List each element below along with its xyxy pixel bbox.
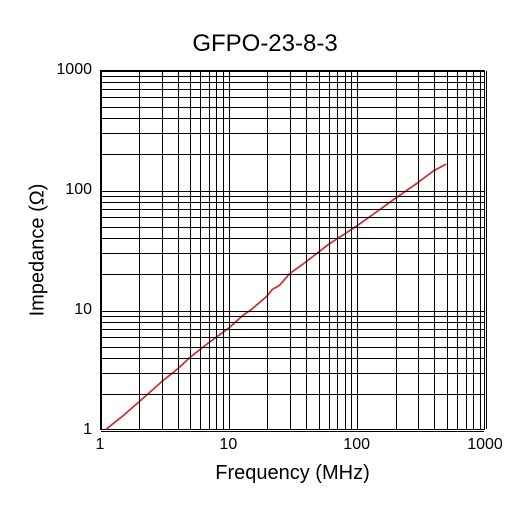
gridline-vertical (306, 71, 307, 429)
gridline-vertical (139, 71, 140, 429)
plot-svg (101, 71, 484, 429)
x-axis-label: Frequency (MHz) (100, 462, 485, 485)
gridline-horizontal (101, 316, 484, 317)
plot-area (100, 70, 485, 430)
gridline-horizontal (101, 227, 484, 228)
gridline-horizontal (101, 154, 484, 155)
gridline-horizontal (101, 347, 484, 348)
gridline-vertical (229, 71, 230, 429)
gridline-vertical (473, 71, 474, 429)
gridline-horizontal (101, 209, 484, 210)
gridline-horizontal (101, 202, 484, 203)
gridline-horizontal (101, 329, 484, 330)
gridline-horizontal (101, 97, 484, 98)
gridline-horizontal (101, 394, 484, 395)
chart-title: GFPO-23-8-3 (0, 30, 530, 58)
x-tick-label: 100 (343, 436, 370, 454)
gridline-vertical (319, 71, 320, 429)
gridline-vertical (357, 71, 358, 429)
gridline-horizontal (101, 431, 484, 432)
gridline-horizontal (101, 217, 484, 218)
gridline-vertical (480, 71, 481, 429)
impedance-line (106, 164, 445, 429)
gridline-vertical (162, 71, 163, 429)
gridline-vertical (486, 71, 487, 429)
gridline-horizontal (101, 82, 484, 83)
gridline-vertical (178, 71, 179, 429)
gridline-horizontal (101, 191, 484, 192)
x-tick-label: 1 (96, 436, 105, 454)
gridline-horizontal (101, 196, 484, 197)
gridline-vertical (351, 71, 352, 429)
y-tick-label: 1 (83, 421, 92, 439)
gridline-vertical (457, 71, 458, 429)
gridline-horizontal (101, 358, 484, 359)
gridline-horizontal (101, 133, 484, 134)
gridline-horizontal (101, 253, 484, 254)
gridline-vertical (101, 71, 102, 429)
gridline-vertical (209, 71, 210, 429)
gridline-horizontal (101, 373, 484, 374)
gridline-vertical (418, 71, 419, 429)
x-tick-label: 1000 (467, 436, 503, 454)
gridline-horizontal (101, 274, 484, 275)
gridline-horizontal (101, 76, 484, 77)
gridline-vertical (466, 71, 467, 429)
gridline-horizontal (101, 107, 484, 108)
x-tick-label: 10 (219, 436, 237, 454)
gridline-horizontal (101, 89, 484, 90)
gridline-vertical (434, 71, 435, 429)
gridline-horizontal (101, 71, 484, 72)
gridline-horizontal (101, 322, 484, 323)
gridline-vertical (447, 71, 448, 429)
gridline-vertical (345, 71, 346, 429)
gridline-vertical (190, 71, 191, 429)
gridline-horizontal (101, 311, 484, 312)
gridline-vertical (396, 71, 397, 429)
gridline-horizontal (101, 118, 484, 119)
y-tick-label: 1000 (56, 61, 92, 79)
gridline-horizontal (101, 238, 484, 239)
gridline-vertical (200, 71, 201, 429)
y-tick-label: 100 (65, 181, 92, 199)
gridline-vertical (337, 71, 338, 429)
gridline-horizontal (101, 337, 484, 338)
gridline-vertical (267, 71, 268, 429)
y-axis-label: Impedance (Ω) (27, 70, 50, 430)
y-tick-label: 10 (74, 301, 92, 319)
gridline-vertical (290, 71, 291, 429)
gridline-vertical (216, 71, 217, 429)
gridline-vertical (329, 71, 330, 429)
gridline-vertical (223, 71, 224, 429)
